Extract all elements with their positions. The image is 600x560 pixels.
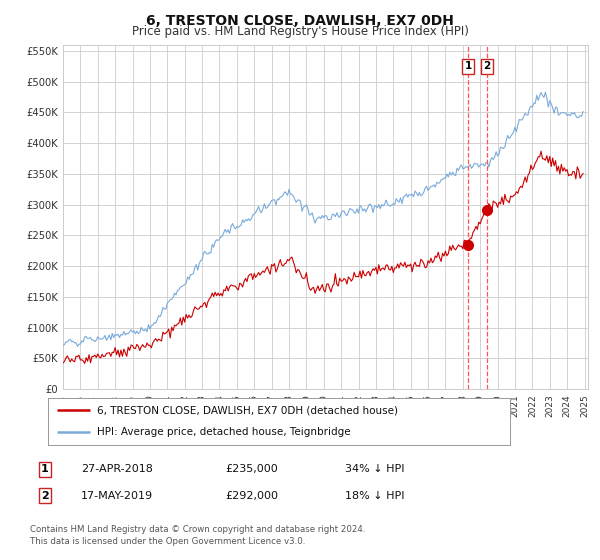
Text: 2: 2 <box>41 491 49 501</box>
Text: Contains HM Land Registry data © Crown copyright and database right 2024.
This d: Contains HM Land Registry data © Crown c… <box>30 525 365 545</box>
Text: 18% ↓ HPI: 18% ↓ HPI <box>345 491 404 501</box>
Text: £235,000: £235,000 <box>225 464 278 474</box>
Text: 34% ↓ HPI: 34% ↓ HPI <box>345 464 404 474</box>
Text: £292,000: £292,000 <box>225 491 278 501</box>
Text: 6, TRESTON CLOSE, DAWLISH, EX7 0DH (detached house): 6, TRESTON CLOSE, DAWLISH, EX7 0DH (deta… <box>97 405 398 416</box>
Text: 6, TRESTON CLOSE, DAWLISH, EX7 0DH: 6, TRESTON CLOSE, DAWLISH, EX7 0DH <box>146 14 454 28</box>
Text: Price paid vs. HM Land Registry's House Price Index (HPI): Price paid vs. HM Land Registry's House … <box>131 25 469 38</box>
Text: HPI: Average price, detached house, Teignbridge: HPI: Average price, detached house, Teig… <box>97 427 350 437</box>
Text: 17-MAY-2019: 17-MAY-2019 <box>81 491 153 501</box>
Text: 1: 1 <box>465 62 472 71</box>
Text: 27-APR-2018: 27-APR-2018 <box>81 464 153 474</box>
Text: 1: 1 <box>41 464 49 474</box>
Text: 2: 2 <box>483 62 490 71</box>
